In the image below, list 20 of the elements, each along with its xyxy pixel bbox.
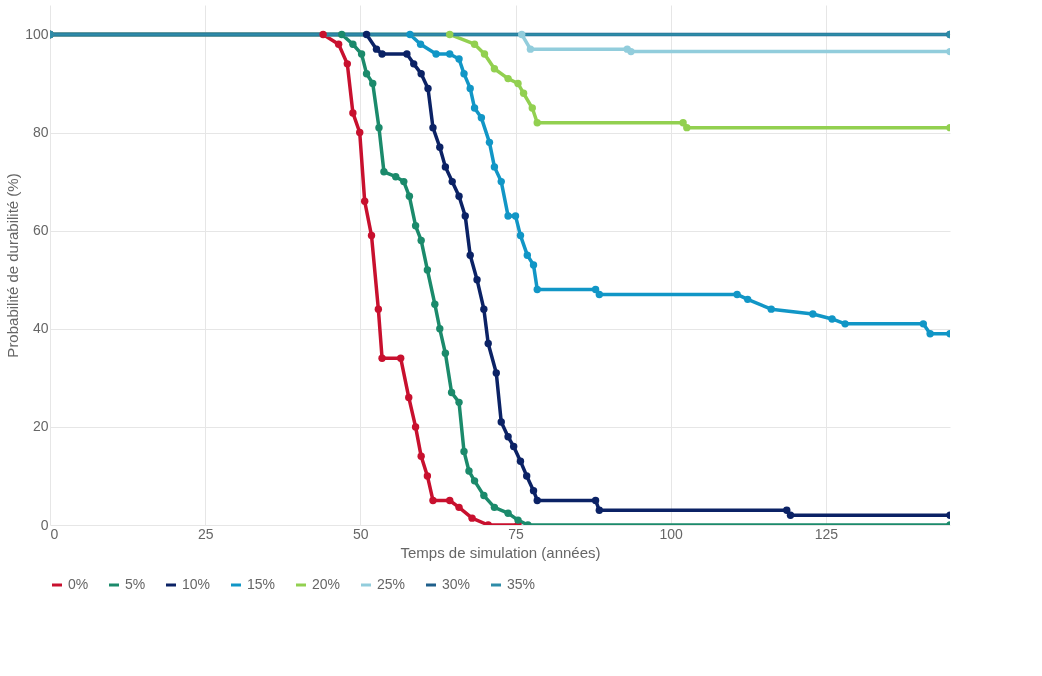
y-axis-title: Probabilité de durabilité (%) xyxy=(4,173,22,358)
legend-label: 20% xyxy=(312,576,341,592)
y-tick-label: 40 xyxy=(32,320,49,337)
x-tick-label: 100 xyxy=(659,525,684,542)
x-axis-title: Temps de simulation (années) xyxy=(400,543,601,561)
x-tick-label: 75 xyxy=(508,525,525,542)
legend-label: 35% xyxy=(507,576,536,592)
y-tick-label: 80 xyxy=(32,124,49,141)
x-tick-label: 125 xyxy=(814,525,839,542)
legend-label: 30% xyxy=(442,576,471,592)
y-tick-label: 60 xyxy=(32,222,49,239)
legend-label: 10% xyxy=(182,576,211,592)
x-tick-label: 25 xyxy=(197,525,214,542)
y-tick-label: 100 xyxy=(25,25,49,42)
x-tick-label: 50 xyxy=(353,525,369,542)
legend-label: 15% xyxy=(247,576,276,592)
legend-label: 0% xyxy=(68,576,89,592)
y-tick-label: 20 xyxy=(32,418,49,435)
legend-label: 25% xyxy=(377,576,406,592)
legend-label: 5% xyxy=(125,576,146,592)
